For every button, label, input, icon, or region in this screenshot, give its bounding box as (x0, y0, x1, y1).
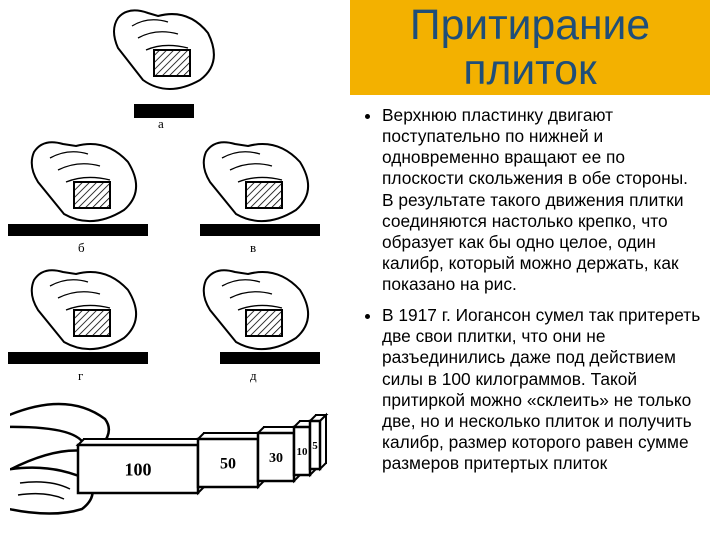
illus-b: б (8, 136, 168, 256)
gauge-block-illustration: 100 50 30 105 (10, 385, 340, 535)
paragraph-1: Верхнюю пластинку двигают поступательно … (382, 105, 702, 295)
gauge-label-100: 100 (125, 459, 152, 479)
gauge-label-5: 5 (312, 440, 318, 452)
illus-d: д (180, 264, 340, 384)
illus-a-caption: а (158, 116, 164, 132)
gauge-label-50: 50 (220, 456, 236, 473)
illus-a: а (88, 8, 248, 128)
illustration-grid: а б в (8, 8, 338, 378)
illus-d-caption: д (250, 368, 257, 384)
slide-title: Притирание плиток (350, 0, 710, 95)
illus-v: в (180, 136, 340, 256)
illus-v-caption: в (250, 240, 256, 256)
slide-title-text: Притирание плиток (350, 3, 710, 93)
gauge-label-30: 30 (269, 451, 283, 466)
illus-b-caption: б (78, 240, 85, 256)
illus-g: г (8, 264, 168, 384)
paragraph-2: В 1917 г. Иогансон сумел так притереть д… (382, 305, 702, 474)
gauge-label-10: 10 (297, 446, 309, 458)
body-text: Верхнюю пластинку двигают поступательно … (360, 105, 702, 484)
illus-g-caption: г (78, 368, 83, 384)
